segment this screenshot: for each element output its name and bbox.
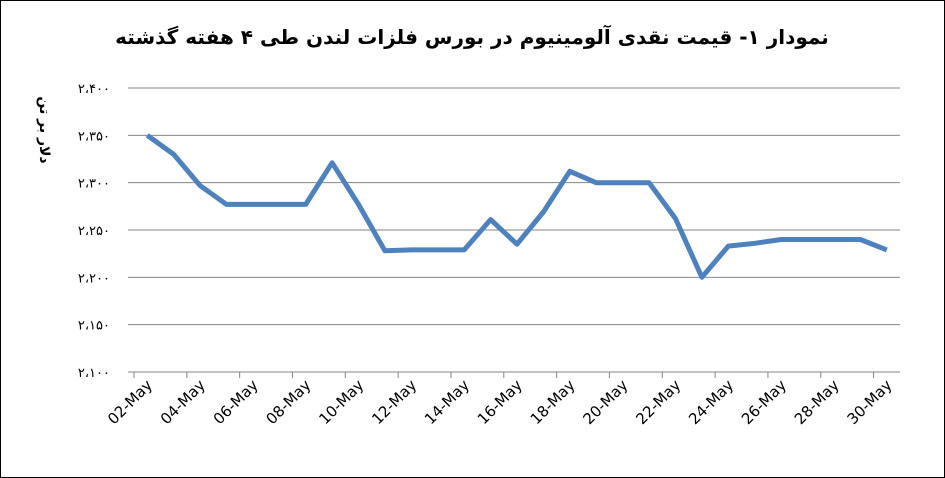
y-axis-label: دلار بر تن <box>36 96 52 163</box>
y-tick-label: ۲،۱۰۰ <box>78 366 110 381</box>
y-tick-label: ۲،۲۵۰ <box>78 224 110 239</box>
y-tick-label: ۲،۲۰۰ <box>78 271 110 286</box>
y-tick-label: ۲،۴۰۰ <box>78 82 110 97</box>
chart-title: نمودار ۱- قیمت نقدی آلومینیوم در بورس فل… <box>115 24 829 49</box>
data-line <box>145 133 888 280</box>
y-tick-label: ۲،۳۵۰ <box>78 129 110 144</box>
y-tick-label: ۲،۱۵۰ <box>78 319 110 334</box>
y-tick-label: ۲،۳۰۰ <box>78 177 110 192</box>
